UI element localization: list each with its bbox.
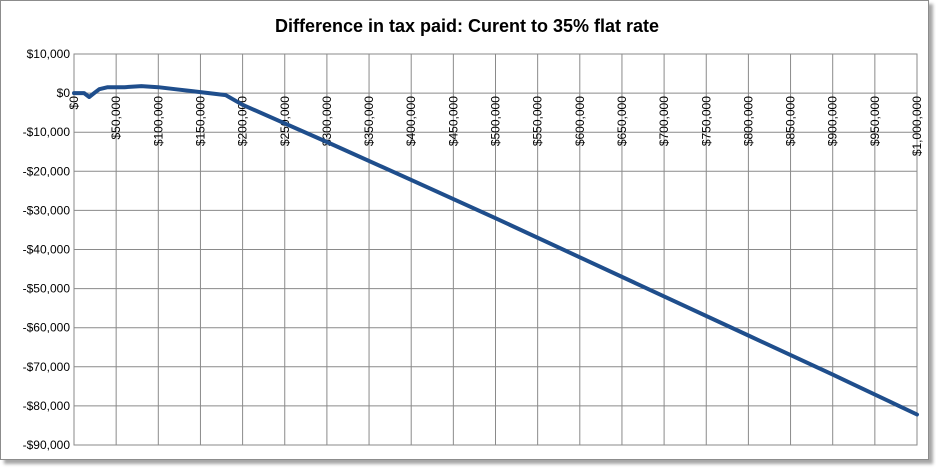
x-tick-label: $300,000 xyxy=(320,96,334,146)
y-tick-label: -$40,000 xyxy=(23,243,71,257)
x-tick-label: $400,000 xyxy=(404,96,418,146)
x-tick-label: $700,000 xyxy=(657,96,671,146)
gridlines xyxy=(73,53,918,446)
plot-area xyxy=(73,53,918,446)
x-tick-label: $450,000 xyxy=(446,96,460,146)
y-tick-label: -$30,000 xyxy=(23,203,71,217)
chart-title: Difference in tax paid: Curent to 35% fl… xyxy=(275,16,659,36)
x-tick-label: $550,000 xyxy=(531,96,545,146)
y-tick-label: -$70,000 xyxy=(23,360,71,374)
x-tick-label: $600,000 xyxy=(573,96,587,146)
y-axis: $10,000 $0 -$10,000 -$20,000 -$30,000 -$40,00… xyxy=(23,47,71,452)
x-tick-label: $750,000 xyxy=(699,96,713,146)
x-tick-label: $950,000 xyxy=(868,96,882,146)
chart-frame: Difference in tax paid: Curent to 35% fl… xyxy=(0,0,929,460)
x-tick-label: $350,000 xyxy=(362,96,376,146)
x-tick-label: $100,000 xyxy=(151,96,165,146)
x-tick-label: $150,000 xyxy=(193,96,207,146)
x-axis: $0 $50,000 $100,000 $150,000 $200,000 $250,00… xyxy=(67,96,924,156)
series-line xyxy=(72,84,919,417)
x-tick-label: $1,000,000 xyxy=(910,96,924,156)
y-tick-label: -$80,000 xyxy=(23,399,71,413)
x-tick-label: $0 xyxy=(67,96,81,110)
x-tick-label: $500,000 xyxy=(489,96,503,146)
x-tick-label: $900,000 xyxy=(826,96,840,146)
y-tick-label: -$90,000 xyxy=(23,438,71,452)
x-tick-label: $850,000 xyxy=(784,96,798,146)
y-tick-label: $10,000 xyxy=(27,47,71,61)
x-tick-label: $800,000 xyxy=(741,96,755,146)
y-tick-label: -$20,000 xyxy=(23,164,71,178)
x-tick-label: $250,000 xyxy=(278,96,292,146)
y-tick-label: -$60,000 xyxy=(23,321,71,335)
x-tick-label: $50,000 xyxy=(109,96,123,140)
x-tick-label: $650,000 xyxy=(615,96,629,146)
y-tick-label: -$50,000 xyxy=(23,282,71,296)
y-tick-label: $0 xyxy=(57,86,71,100)
series-group xyxy=(72,84,919,417)
y-tick-label: -$10,000 xyxy=(23,125,71,139)
